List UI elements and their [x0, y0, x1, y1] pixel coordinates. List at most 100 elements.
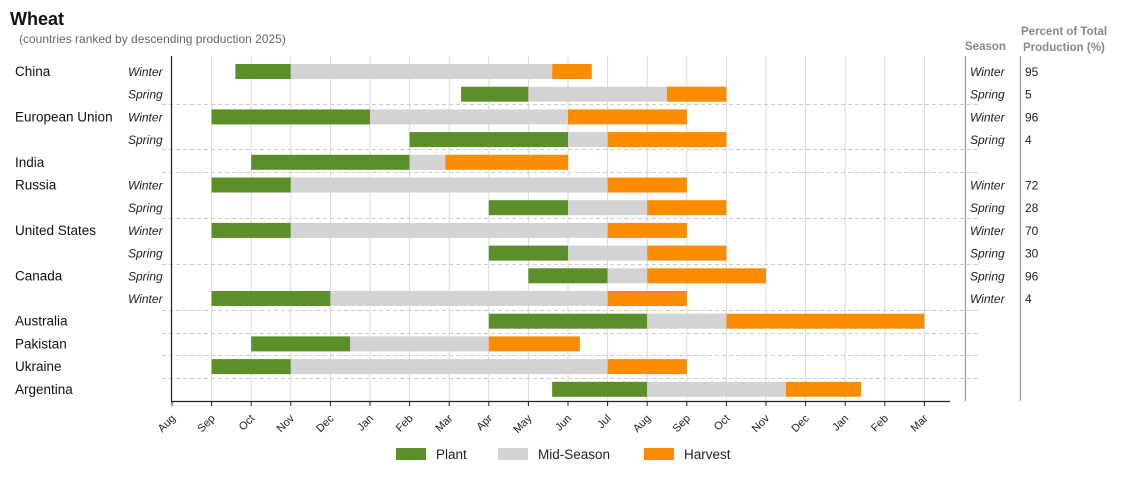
row-labels: China Winter Winter 95 Spring Spring 5 European… [15, 64, 1039, 397]
bar-harvest [607, 132, 727, 148]
season-label: Winter [128, 179, 164, 193]
bars [211, 64, 925, 397]
season-label: Spring [128, 133, 163, 147]
percent-value: 5 [1025, 88, 1032, 102]
x-tick-label: Nov [750, 412, 773, 435]
season-column-label: Spring [970, 133, 1005, 147]
percent-value: 4 [1025, 292, 1032, 306]
bar-harvest [607, 222, 687, 238]
season-column-label: Spring [970, 201, 1005, 215]
x-tick-label: May [511, 412, 535, 436]
percent-value: 70 [1025, 224, 1039, 238]
season-label: Winter [128, 110, 164, 124]
legend-swatch [498, 448, 528, 460]
bar-mid [370, 109, 568, 125]
x-tick-label: Jan [830, 413, 851, 434]
bar-mid [290, 222, 608, 238]
x-axis-ticks: Aug Sep Oct Nov Dec Jan Feb Mar Apr May Jun Jul Aug S… [156, 401, 931, 436]
season-column-label: Winter [970, 65, 1006, 79]
bar-plant [461, 86, 529, 102]
x-tick-label: Sep [195, 413, 217, 435]
chart-title: Wheat [10, 9, 64, 29]
season-column-label: Spring [970, 247, 1005, 261]
bar-mid [409, 154, 446, 170]
bar-mid [568, 245, 648, 261]
legend-swatch [396, 448, 426, 460]
bar-plant [211, 109, 370, 125]
season-column-label: Spring [970, 269, 1005, 283]
x-tick-label: Apr [474, 412, 495, 433]
x-tick-label: Oct [712, 413, 733, 434]
x-tick-label: Feb [394, 413, 416, 435]
bar-plant [211, 177, 291, 193]
percent-header-line1: Percent of Total [1021, 26, 1107, 38]
bar-mid [568, 132, 608, 148]
bar-harvest [607, 177, 687, 193]
percent-value: 95 [1025, 65, 1039, 79]
bar-harvest [607, 291, 687, 306]
bar-harvest [445, 154, 568, 170]
season-column-label: Winter [970, 110, 1006, 124]
bar-mid [290, 64, 553, 79]
bar-plant [235, 64, 291, 79]
chart-subtitle: (countries ranked by descending producti… [19, 32, 286, 46]
country-label: China [15, 64, 51, 79]
bar-mid [647, 313, 727, 329]
bar-plant [211, 222, 291, 238]
bar-harvest [647, 245, 727, 261]
season-column-label: Winter [970, 179, 1006, 193]
legend-label: Plant [436, 447, 467, 462]
season-column-label: Spring [970, 88, 1005, 102]
x-tick-label: Oct [237, 413, 258, 434]
bar-mid [607, 268, 648, 284]
bar-harvest [726, 313, 925, 329]
legend: Plant Mid-Season Harvest [396, 447, 731, 462]
bar-mid [647, 381, 786, 397]
bar-plant [528, 268, 608, 284]
season-column-header: Season [965, 41, 1006, 53]
x-tick-label: Aug [156, 413, 178, 435]
country-label: Russia [15, 178, 57, 193]
season-label: Spring [128, 201, 163, 215]
x-tick-label: Nov [275, 412, 298, 435]
bar-harvest [568, 109, 687, 125]
percent-value: 30 [1025, 247, 1039, 261]
percent-header-line2: Production (%) [1023, 42, 1105, 54]
x-tick-label: Mar [909, 412, 931, 434]
x-tick-label: Mar [433, 412, 455, 434]
bar-mid [290, 177, 608, 193]
x-tick-label: Aug [631, 413, 653, 435]
country-label: Pakistan [15, 336, 67, 351]
season-label: Spring [128, 247, 163, 261]
bar-plant [488, 313, 648, 329]
country-label: Argentina [15, 382, 73, 397]
country-label: United States [15, 223, 96, 238]
bar-harvest [647, 268, 766, 284]
country-label: Australia [15, 314, 68, 329]
bar-mid [290, 359, 608, 375]
country-label: Canada [15, 268, 63, 283]
legend-label: Harvest [684, 447, 731, 462]
country-label: India [15, 155, 45, 170]
season-label: Winter [128, 65, 164, 79]
legend-swatch [644, 448, 674, 460]
bar-plant [488, 200, 568, 216]
bar-harvest [607, 359, 687, 375]
x-tick-label: Jun [553, 413, 574, 434]
percent-value: 28 [1025, 201, 1039, 215]
bar-harvest [785, 381, 862, 397]
season-label: Spring [128, 269, 163, 283]
bar-mid [350, 336, 489, 352]
bar-plant [552, 381, 648, 397]
percent-value: 72 [1025, 179, 1039, 193]
bar-plant [409, 132, 568, 148]
x-tick-label: Feb [869, 413, 891, 435]
x-tick-label: Sep [671, 413, 693, 435]
country-label: Ukraine [15, 359, 62, 374]
season-label: Winter [128, 292, 164, 306]
bar-harvest [647, 200, 727, 216]
bar-harvest [552, 64, 592, 79]
x-tick-label: Jul [595, 413, 613, 431]
x-tick-label: Dec [789, 412, 812, 435]
